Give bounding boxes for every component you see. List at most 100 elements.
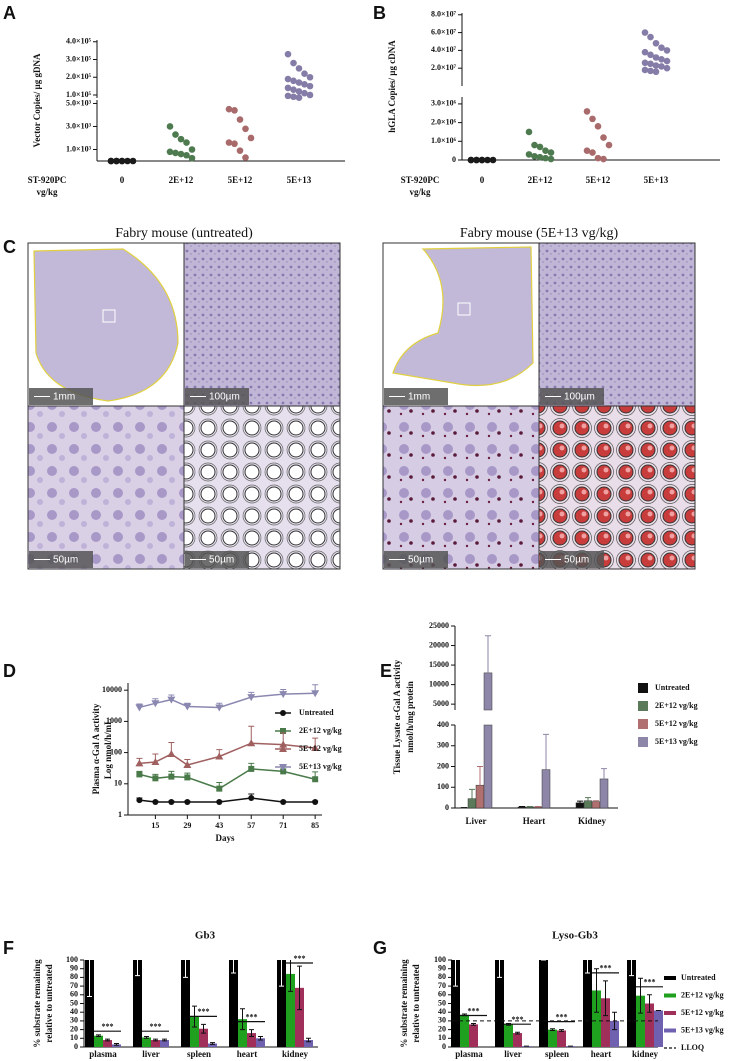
x-tick-label: 71 [279,821,287,830]
x-tick-label: 5E+12 [228,175,253,185]
y-tick-label: 1.0×10³ [66,144,92,153]
image-title: Fabry mouse (untreated) [115,226,253,241]
bar [541,769,551,809]
x-tick-label: Kidney [578,816,607,826]
x-tick-label: kidney [282,1049,309,1059]
error-bar [96,1034,101,1038]
data-point [658,63,665,70]
legend-label: 5E+13 vg/kg [655,737,698,746]
bar [525,806,535,809]
bar [238,1019,247,1047]
y-axis-label: nmol/h/mg protein [405,681,415,753]
y-axis-label: Tissue Lysate α-Gal A activity [392,659,402,774]
y-axis-label: hGLA Copies/ µg cDNA [387,40,397,133]
y-tick-label: 30 [438,1016,446,1025]
marker [135,704,144,712]
marker [136,797,143,804]
series-line [139,692,316,709]
data-point [583,147,591,154]
data-point [589,149,596,156]
scalebar-label: 1mm [408,392,430,403]
marker [167,750,176,758]
scalebar-bg [185,388,249,405]
y-tick-label: 70 [70,981,78,990]
data-point [295,65,303,72]
y-tick-label: 5000 [433,699,449,708]
y-tick-label: 200 [437,761,449,770]
bar [539,960,548,1047]
y-tick-label: 300 [437,741,449,750]
x-tick-label: 85 [311,821,319,830]
bar [654,1010,663,1047]
scalebar-bg [384,551,448,568]
y-tick-label: 0 [74,1042,78,1051]
y-tick-label: 30 [70,1016,78,1025]
data-point [306,82,314,90]
data-point [290,86,297,93]
error-bar [593,800,599,802]
data-point [231,140,238,148]
x-tick-label: 5E+12 [586,175,611,185]
x-tick-label: Heart [523,816,546,826]
series-line [139,768,316,790]
marker [151,757,160,765]
data-point [531,141,538,149]
x-axis-label: ST-920PC [401,175,440,185]
scalebar-label: 1mm [53,392,75,403]
data-point [177,135,185,143]
scalebar-label: 100µm [209,392,240,403]
roi-box [457,302,471,316]
data-point [284,50,292,58]
bar [601,998,610,1047]
data-point [663,64,671,72]
panel-letter: G [373,938,387,958]
data-point [536,143,544,151]
y-tick-label: 100 [110,747,122,756]
data-point [542,154,549,162]
bar [190,1016,199,1047]
image-tile [183,242,341,407]
y-tick-label: 2.0×10⁶ [431,117,457,126]
data-point [177,150,185,158]
marker [168,773,175,780]
x-tick-label: plasma [89,1049,117,1059]
data-point [531,152,538,160]
error-bar [297,965,302,1011]
bar [467,798,477,809]
chart-title: Lyso-Gb3 [552,930,598,942]
error-bar [577,800,583,803]
x-tick-label: 43 [215,821,223,830]
bar [277,960,286,1047]
data-point [295,94,303,101]
error-bar [135,960,140,977]
marker [279,740,288,748]
image-tile [382,405,540,570]
bar [610,1020,619,1047]
scalebar-label: 50µm [53,555,78,566]
legend-label: 2E+12 vg/kg [299,726,342,735]
y-tick-label: 3.0×10³ [66,121,92,130]
data-point [231,107,238,114]
scalebar-label: 50µm [209,555,234,566]
y-tick-label: 60 [438,990,446,999]
y-tick-label: 10000 [102,685,122,694]
x-tick-label: 5E+13 [287,175,312,185]
x-tick-label: heart [237,1049,258,1059]
legend-label: 5E+13 vg/kg [299,762,342,771]
panel-letter: A [3,3,16,23]
bar [460,1014,469,1047]
bar [160,1040,169,1047]
marker [184,799,191,806]
data-point [547,155,555,163]
data-point [658,44,665,52]
data-point [647,60,654,68]
data-point [306,91,314,99]
y-tick-label: 10 [438,1033,446,1042]
marker [248,795,255,802]
x-tick-label: 0 [480,175,485,185]
scalebar-bg [384,388,448,405]
data-point [166,148,174,156]
data-point [301,70,308,78]
error-bar [585,797,591,801]
